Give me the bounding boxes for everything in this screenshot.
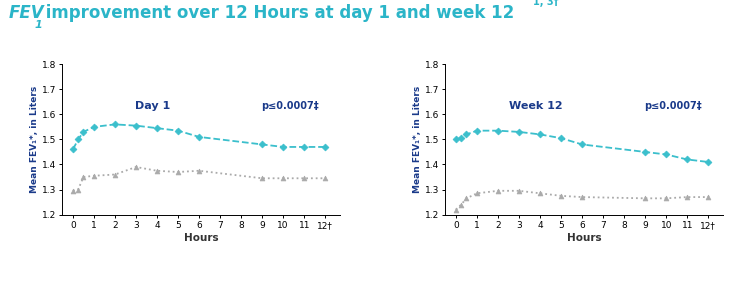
Text: p≤0.0007‡: p≤0.0007‡ xyxy=(644,101,701,111)
Y-axis label: Mean FEV₁*, in Liters: Mean FEV₁*, in Liters xyxy=(413,86,422,193)
X-axis label: Hours: Hours xyxy=(184,233,219,243)
Text: FEV: FEV xyxy=(9,4,45,22)
Text: Week 12: Week 12 xyxy=(509,101,563,111)
Y-axis label: Mean FEV₁*, in Liters: Mean FEV₁*, in Liters xyxy=(30,86,39,193)
Text: improvement over 12 Hours at day 1 and week 12: improvement over 12 Hours at day 1 and w… xyxy=(40,4,515,22)
Text: 1, 3†: 1, 3† xyxy=(533,0,559,7)
X-axis label: Hours: Hours xyxy=(567,233,602,243)
Text: p≤0.0007‡: p≤0.0007‡ xyxy=(261,101,319,111)
Text: Day 1: Day 1 xyxy=(135,101,170,111)
Text: 1: 1 xyxy=(34,20,43,30)
